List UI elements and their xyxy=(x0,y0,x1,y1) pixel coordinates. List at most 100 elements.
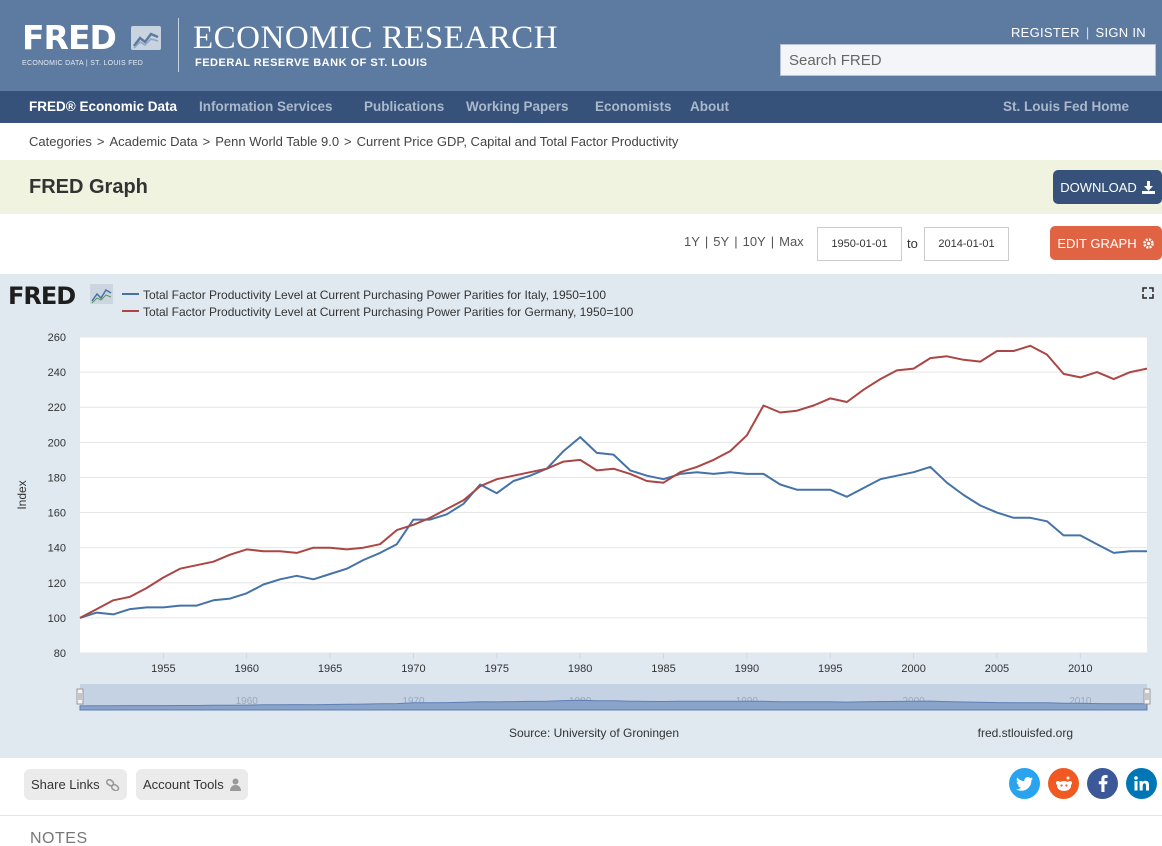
chart[interactable]: FRED Total Factor Productivity Level at … xyxy=(0,274,1162,758)
x-tick-label: 1995 xyxy=(818,663,842,675)
register-link[interactable]: REGISTER xyxy=(1010,25,1080,40)
range-10y[interactable]: 10Y xyxy=(742,234,766,249)
navigator-tick-label: 2010 xyxy=(1069,696,1092,707)
chart-series xyxy=(79,344,1148,619)
auth-separator: | xyxy=(1085,25,1090,40)
breadcrumb: Categories > Academic Data > Penn World Tabl… xyxy=(29,134,678,149)
grid-lines xyxy=(80,336,1147,654)
site-header: FRED ECONOMIC DATA | ST. LOUIS FED ECONO… xyxy=(0,0,1162,91)
share-links-label: Share Links xyxy=(31,777,100,792)
to-label: to xyxy=(907,236,918,251)
download-label: DOWNLOAD xyxy=(1060,179,1137,195)
y-tick-label: 200 xyxy=(48,437,66,449)
y-tick-label: 220 xyxy=(48,402,66,414)
gear-icon xyxy=(1142,237,1154,249)
range-1y[interactable]: 1Y xyxy=(684,234,700,249)
date-range-links: 1Y | 5Y | 10Y | Max xyxy=(684,234,804,249)
nav-item-working-papers[interactable]: Working Papers xyxy=(466,99,569,114)
user-icon xyxy=(229,778,241,791)
site-subtitle: FEDERAL RESERVE BANK OF ST. LOUIS xyxy=(195,57,428,69)
legend-item-italy: Total Factor Productivity Level at Curre… xyxy=(143,288,606,302)
range-separator: | xyxy=(704,234,709,249)
breadcrumb-separator: > xyxy=(202,134,211,149)
y-tick-label: 160 xyxy=(48,508,66,520)
x-tick-label: 1970 xyxy=(401,663,425,675)
breadcrumb-separator: > xyxy=(344,134,352,149)
range-max[interactable]: Max xyxy=(779,234,804,249)
share-links-button[interactable]: Share Links xyxy=(24,769,127,800)
breadcrumb-current-category[interactable]: Current Price GDP, Capital and Total Fac… xyxy=(356,134,679,149)
main-nav: FRED® Economic Data Information Services… xyxy=(0,91,1162,123)
navigator-handle-left[interactable] xyxy=(76,688,84,705)
breadcrumb-academic-data[interactable]: Academic Data xyxy=(109,134,198,149)
edit-graph-label: EDIT GRAPH xyxy=(1057,235,1137,251)
y-tick-label: 180 xyxy=(48,472,66,484)
legend-item-germany: Total Factor Productivity Level at Curre… xyxy=(143,305,634,319)
nav-item-st-louis-fed-home[interactable]: St. Louis Fed Home xyxy=(1003,99,1130,114)
nav-item-economists[interactable]: Economists xyxy=(595,99,672,114)
nav-item-about[interactable]: About xyxy=(690,99,729,114)
x-tick-label: 1955 xyxy=(151,663,175,675)
x-tick-label: 1990 xyxy=(735,663,759,675)
facebook-icon[interactable] xyxy=(1087,768,1118,799)
site-title[interactable]: ECONOMIC RESEARCH xyxy=(193,20,559,56)
nav-item-publications[interactable]: Publications xyxy=(364,99,445,114)
end-date-input[interactable] xyxy=(924,227,1009,261)
edit-graph-button[interactable]: EDIT GRAPH xyxy=(1050,226,1162,260)
linkedin-icon[interactable] xyxy=(1126,768,1157,799)
y-axis-label: Index xyxy=(15,480,29,509)
auth-links: REGISTER | SIGN IN xyxy=(1011,25,1146,40)
start-date-input[interactable] xyxy=(817,227,902,261)
x-tick-label: 1985 xyxy=(651,663,675,675)
breadcrumb-categories[interactable]: Categories xyxy=(29,134,92,149)
y-tick-label: 120 xyxy=(48,578,66,590)
download-icon xyxy=(1141,180,1155,194)
link-icon xyxy=(105,778,119,791)
range-separator: | xyxy=(770,234,775,249)
nav-item-information-services[interactable]: Information Services xyxy=(199,99,333,114)
chart-site-credit[interactable]: fred.stlouisfed.org xyxy=(978,726,1073,740)
breadcrumb-separator: > xyxy=(96,134,105,149)
logo-chart-icon xyxy=(131,26,161,50)
chart-fred-logo: FRED xyxy=(8,282,113,310)
download-button[interactable]: DOWNLOAD xyxy=(1053,170,1162,204)
navigator-series-area xyxy=(79,699,1148,711)
series-line-germany[interactable] xyxy=(79,344,1148,619)
y-tick-label: 240 xyxy=(48,367,66,379)
logo-divider xyxy=(178,18,179,72)
nav-item-fred-economic-data[interactable]: FRED® Economic Data xyxy=(29,99,177,114)
breadcrumb-penn-world-table[interactable]: Penn World Table 9.0 xyxy=(215,134,340,149)
x-tick-label: 1960 xyxy=(234,663,258,675)
navigator-tick-label: 1970 xyxy=(402,696,425,707)
plot-area xyxy=(80,337,1147,653)
x-tick-label: 2010 xyxy=(1068,663,1092,675)
search-input[interactable] xyxy=(780,44,1156,76)
x-tick-label: 1975 xyxy=(485,663,509,675)
graph-panel: FRED Total Factor Productivity Level at … xyxy=(0,274,1162,758)
account-tools-label: Account Tools xyxy=(143,777,224,792)
logo-tagline: ECONOMIC DATA | ST. LOUIS FED xyxy=(22,60,144,67)
y-tick-label: 80 xyxy=(54,648,66,660)
x-axis-ticks: 1955 1960 1965 1970 1975 1980 1985 1990 1995 2000… xyxy=(151,653,1093,675)
y-tick-label: 260 xyxy=(48,332,66,344)
fred-logo[interactable]: FRED ECONOMIC DATA | ST. LOUIS FED xyxy=(22,20,162,70)
reddit-icon[interactable] xyxy=(1048,768,1079,799)
twitter-icon[interactable] xyxy=(1009,768,1040,799)
x-tick-label: 2005 xyxy=(985,663,1009,675)
chart-legend: Total Factor Productivity Level at Curre… xyxy=(122,288,634,319)
page-title: FRED Graph xyxy=(29,176,148,198)
series-line-italy[interactable] xyxy=(79,436,1147,619)
navigator-tick-label: 1960 xyxy=(236,696,259,707)
logo-word: FRED xyxy=(22,18,117,57)
y-tick-label: 100 xyxy=(48,613,66,625)
graph-title-bar: FRED Graph DOWNLOAD xyxy=(0,160,1162,214)
x-tick-label: 1965 xyxy=(318,663,342,675)
navigator-handle-right[interactable] xyxy=(1143,688,1151,705)
range-separator: | xyxy=(734,234,738,249)
account-tools-button[interactable]: Account Tools xyxy=(136,769,248,800)
x-tick-label: 1980 xyxy=(568,663,592,675)
fullscreen-icon[interactable] xyxy=(1142,287,1154,299)
signin-link[interactable]: SIGN IN xyxy=(1095,25,1146,40)
range-5y[interactable]: 5Y xyxy=(713,234,730,249)
chart-logo-word: FRED xyxy=(8,282,75,310)
